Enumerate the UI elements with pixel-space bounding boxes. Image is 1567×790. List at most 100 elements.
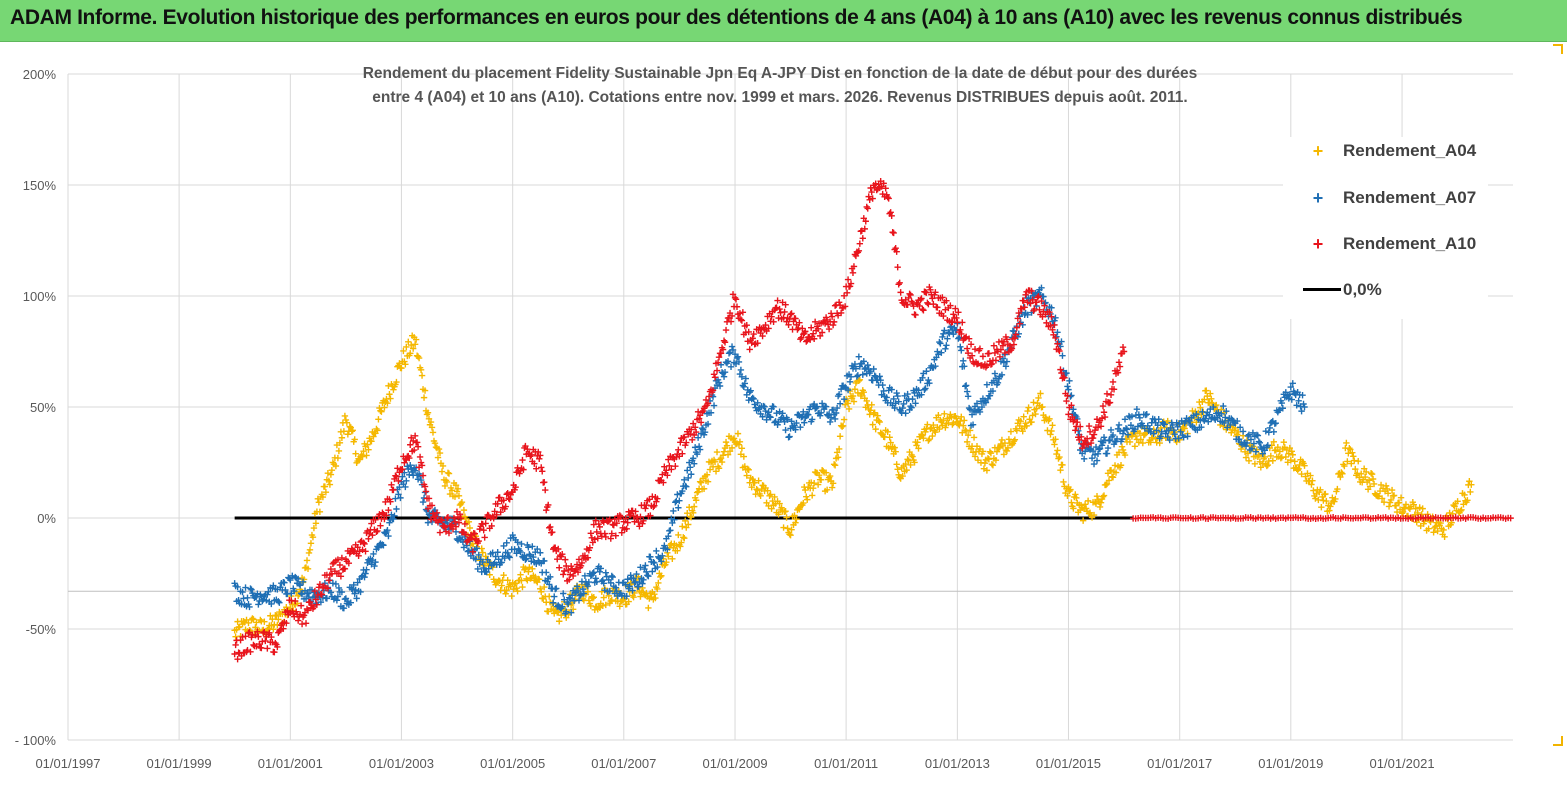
data-point <box>688 436 696 444</box>
data-point <box>1370 480 1378 488</box>
data-point <box>875 417 882 424</box>
data-point <box>1020 297 1027 304</box>
data-point <box>1070 406 1077 413</box>
data-point <box>689 455 697 462</box>
data-point <box>592 517 599 524</box>
data-point <box>1360 465 1368 472</box>
data-point <box>1116 363 1124 370</box>
data-point <box>784 525 791 532</box>
data-point <box>1008 345 1016 352</box>
data-point <box>986 392 994 399</box>
data-point <box>1223 407 1230 415</box>
data-point <box>796 319 803 326</box>
data-point <box>351 436 358 443</box>
data-point <box>456 510 464 518</box>
data-point <box>418 372 426 379</box>
data-point <box>728 312 736 320</box>
data-point <box>817 409 825 417</box>
data-point <box>690 503 698 510</box>
data-point <box>573 561 581 568</box>
chart-area: 200% 150% 100% 50% 0% -50% - 100% 01/01/1997 01/… <box>0 42 1567 790</box>
data-point <box>923 289 930 296</box>
data-point <box>1261 453 1269 461</box>
report-banner: ADAM Informe. Evolution historique des p… <box>0 0 1567 42</box>
data-point <box>799 325 806 332</box>
data-point <box>1128 413 1136 420</box>
data-point <box>981 459 989 467</box>
data-point <box>1244 432 1252 440</box>
data-point <box>460 506 468 514</box>
data-point <box>1177 428 1184 435</box>
data-point <box>371 562 378 570</box>
data-point <box>506 554 513 561</box>
data-point <box>575 556 583 563</box>
data-point <box>815 471 823 479</box>
data-point <box>249 615 256 622</box>
data-point <box>293 608 300 615</box>
data-point <box>715 379 723 386</box>
data-point <box>971 453 979 460</box>
data-point <box>766 492 773 500</box>
data-point <box>369 532 376 539</box>
data-point <box>595 603 602 611</box>
data-point <box>966 427 974 434</box>
data-point <box>1458 506 1465 514</box>
data-point <box>1317 486 1324 493</box>
data-point <box>745 396 752 404</box>
data-point <box>885 444 892 452</box>
data-point <box>620 518 627 525</box>
data-point <box>1133 406 1141 413</box>
data-point <box>697 430 705 437</box>
data-point <box>836 433 844 440</box>
data-point <box>1000 359 1008 366</box>
data-point <box>324 585 332 592</box>
data-point <box>1326 507 1333 514</box>
data-point <box>1090 511 1098 519</box>
data-point <box>455 519 463 526</box>
data-point <box>773 410 780 417</box>
data-point <box>1080 455 1088 463</box>
data-point <box>934 304 941 311</box>
data-point <box>849 269 857 277</box>
data-point <box>1221 419 1228 427</box>
data-point <box>998 436 1006 444</box>
data-point <box>323 595 331 602</box>
data-point <box>969 421 977 428</box>
data-point <box>1432 523 1439 530</box>
data-point <box>457 514 465 522</box>
data-point <box>1072 491 1079 498</box>
data-point <box>727 363 735 371</box>
data-point <box>644 572 651 579</box>
data-point <box>760 402 767 410</box>
data-point <box>740 383 748 391</box>
data-point <box>563 608 570 615</box>
data-point <box>1147 439 1154 446</box>
data-point <box>855 377 863 384</box>
data-point <box>364 441 371 448</box>
data-point <box>892 448 899 455</box>
data-point <box>329 560 337 567</box>
data-point <box>408 465 415 473</box>
data-point <box>1029 412 1036 419</box>
data-point <box>864 361 871 369</box>
data-point <box>1347 446 1354 453</box>
data-point <box>402 483 409 491</box>
data-point <box>1067 393 1074 400</box>
data-point <box>475 537 482 545</box>
data-point <box>1100 409 1108 416</box>
data-point <box>1295 465 1302 472</box>
data-point <box>738 317 746 324</box>
data-point <box>591 536 598 543</box>
data-point <box>625 598 632 605</box>
data-point <box>537 549 544 556</box>
data-point <box>880 180 887 187</box>
data-point <box>1034 294 1041 301</box>
legend-item-a04: + Rendement_A04 <box>1283 137 1488 167</box>
legend-line-zero <box>1303 288 1341 291</box>
data-point <box>580 590 588 597</box>
data-point <box>338 434 346 441</box>
data-point <box>989 461 997 469</box>
data-point <box>375 416 382 423</box>
data-point <box>554 609 561 616</box>
data-point <box>287 576 294 584</box>
